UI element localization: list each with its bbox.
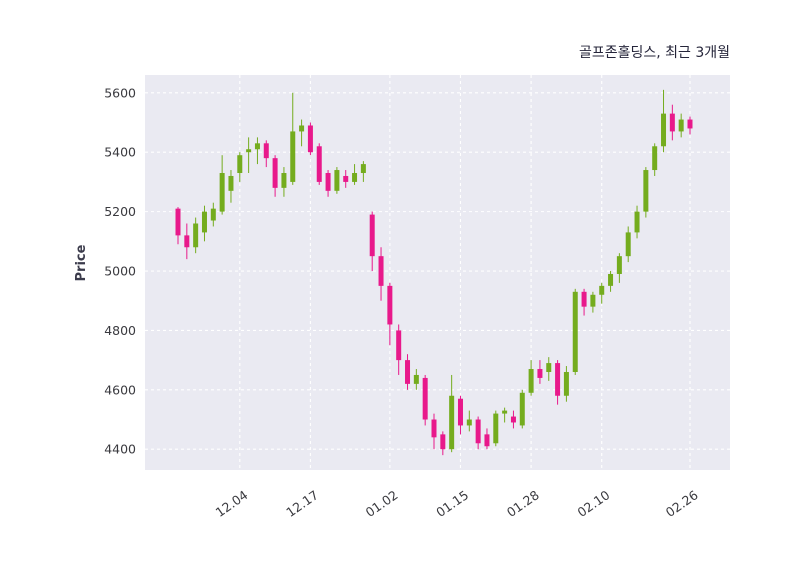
candle-body: [493, 413, 499, 444]
candle-body: [466, 419, 472, 426]
candle-body: [290, 131, 296, 182]
candle-body: [201, 211, 207, 233]
candle-body: [599, 285, 605, 295]
candle-body: [193, 223, 199, 248]
y-axis-tick-labels: 4400 4600 4800 5000 5200 5400 5600: [104, 85, 136, 456]
candle-body: [608, 273, 614, 286]
candle-body: [210, 208, 216, 221]
candle-body: [405, 360, 411, 384]
candle-body: [475, 419, 481, 444]
candle-body: [661, 113, 667, 147]
candle-body: [184, 235, 190, 248]
candle-body: [352, 173, 358, 182]
candle-body: [678, 119, 684, 132]
candle-body: [316, 146, 322, 182]
candle-body: [413, 374, 419, 384]
candle-body: [237, 155, 243, 174]
candle-body: [537, 369, 543, 378]
y-tick-label: 5000: [104, 264, 136, 279]
x-tick-label: 01.02: [363, 487, 401, 520]
candle-body: [334, 170, 340, 191]
candle-body: [396, 330, 402, 361]
candle-body: [590, 294, 596, 307]
candle-body: [254, 143, 260, 150]
candle-body: [228, 175, 234, 191]
candle-body: [546, 363, 552, 372]
candle-body: [643, 170, 649, 212]
y-tick-label: 5600: [104, 85, 136, 100]
x-tick-label: 01.15: [433, 487, 471, 520]
candle-body: [360, 164, 366, 174]
y-tick-label: 4600: [104, 382, 136, 397]
candle-body: [502, 410, 508, 414]
y-tick-label: 5400: [104, 145, 136, 160]
candle-body: [307, 125, 313, 153]
x-tick-label: 12.17: [283, 487, 321, 520]
y-tick-label: 4800: [104, 323, 136, 338]
candle-body: [687, 119, 693, 129]
plot-area: [145, 75, 730, 470]
y-tick-label: 4400: [104, 442, 136, 457]
candle-body: [572, 291, 578, 372]
candle-body: [634, 211, 640, 233]
x-tick-label: 01.28: [504, 487, 542, 520]
x-tick-label: 12.04: [213, 487, 251, 520]
y-tick-label: 5200: [104, 204, 136, 219]
candle-body: [378, 256, 384, 286]
candle-body: [246, 149, 252, 153]
candles-series: [175, 89, 693, 456]
candle-body: [422, 377, 428, 420]
candle-body: [555, 363, 561, 396]
candle-body: [299, 125, 305, 132]
candle-body: [625, 232, 631, 257]
candle-body: [272, 158, 278, 188]
candle-body: [669, 113, 675, 132]
y-axis-label: Price: [74, 244, 89, 281]
candle-body: [510, 416, 516, 423]
x-axis-tick-labels: 12.04 12.17 01.02 01.15 01.28 02.10 02.26: [213, 487, 701, 520]
gridlines: [145, 75, 730, 470]
x-tick-label: 02.26: [663, 487, 701, 520]
candle-body: [175, 208, 181, 236]
candle-body: [281, 173, 287, 188]
candle-body: [484, 434, 490, 447]
candle-body: [652, 146, 658, 171]
x-tick-label: 02.10: [575, 487, 613, 520]
candle-body: [219, 173, 225, 212]
candle-body: [431, 419, 437, 438]
candle-body: [528, 369, 534, 393]
candle-body: [440, 434, 446, 450]
candle-body: [457, 398, 463, 426]
candle-body: [581, 291, 587, 307]
chart-title: 골프존홀딩스, 최근 3개월: [579, 45, 730, 61]
candle-body: [325, 173, 331, 191]
candle-body: [449, 395, 455, 450]
candle-body: [263, 143, 269, 159]
candle-body: [369, 214, 375, 257]
candle-body: [387, 285, 393, 325]
candle-body: [563, 371, 569, 396]
candle-body: [519, 392, 525, 426]
candle-body: [616, 256, 622, 274]
candle-body: [343, 175, 349, 182]
